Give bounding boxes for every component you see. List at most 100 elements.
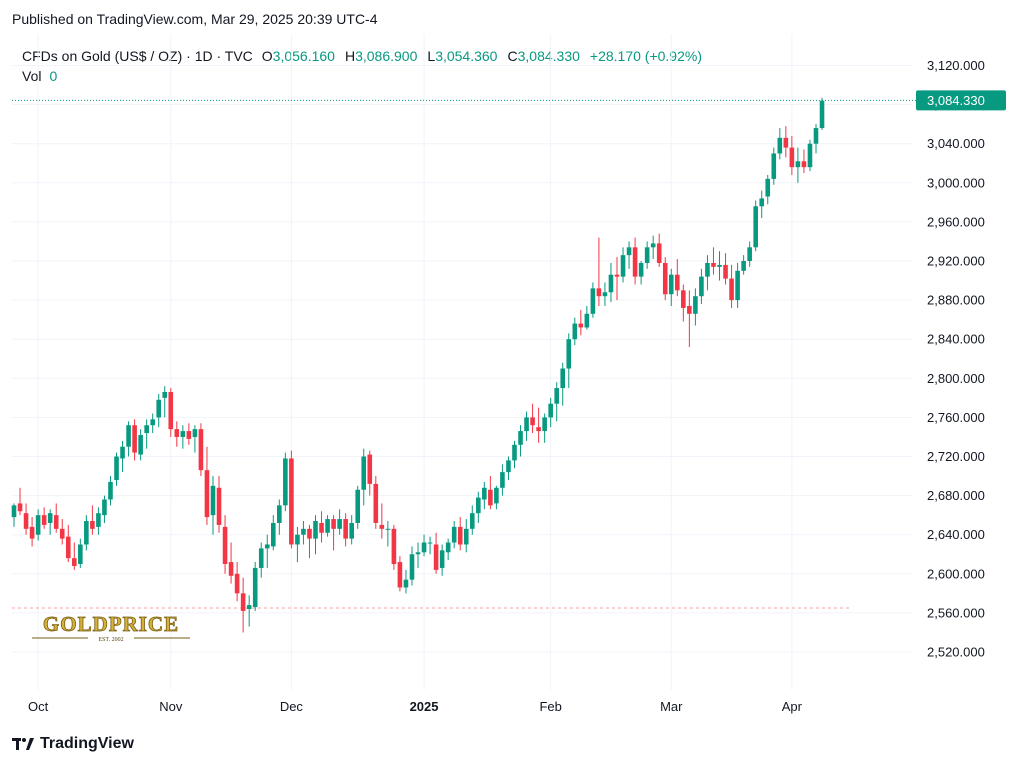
candle-body	[494, 487, 499, 504]
x-tick-label: 2025	[410, 699, 439, 714]
candle-body	[373, 483, 379, 523]
candle-body	[156, 399, 162, 418]
candle-body	[307, 528, 312, 539]
candle-body	[234, 573, 240, 594]
candle-body	[741, 261, 746, 271]
symbol-label[interactable]: CFDs on Gold (US$ / OZ) · 1D · TVC	[22, 48, 253, 64]
candle-body	[258, 548, 264, 568]
goldprice-logo: GOLDPRICE EST. 2002	[32, 612, 190, 643]
candle-body	[476, 497, 481, 514]
candle-body	[566, 339, 572, 369]
candle-body	[632, 247, 638, 277]
goldprice-logo-text: GOLDPRICE	[43, 612, 179, 636]
candle-body	[723, 264, 728, 279]
high-label: H	[344, 48, 356, 64]
candle-body	[783, 137, 789, 148]
candle-body	[162, 391, 168, 398]
candle-body	[295, 534, 300, 545]
candle-body	[608, 274, 614, 293]
close-value: 3,084.330	[517, 48, 580, 64]
candle-body	[120, 446, 125, 459]
candle-body	[530, 417, 535, 426]
y-tick-label: 2,880.000	[927, 293, 985, 308]
candle-body	[638, 262, 644, 277]
candle-body	[512, 444, 517, 461]
candle-body	[216, 487, 222, 525]
candle-body	[488, 489, 493, 506]
candle-body	[90, 521, 95, 529]
candle-body	[283, 458, 288, 506]
published-info: Published on TradingView.com, Mar 29, 20…	[12, 11, 378, 27]
candle-body	[457, 526, 463, 545]
x-tick-label: Mar	[660, 699, 683, 714]
candle-body	[578, 323, 584, 328]
last-price-tag-bg	[916, 90, 1006, 111]
candle-body	[379, 524, 385, 529]
x-tick-label: Dec	[280, 699, 304, 714]
candle-body	[572, 323, 578, 340]
candle-body	[355, 489, 361, 523]
candle-body	[536, 427, 541, 432]
y-tick-label: 2,800.000	[927, 371, 985, 386]
candle-body	[289, 458, 294, 545]
candle-body	[801, 161, 807, 168]
candle-body	[337, 519, 342, 529]
candle-body	[500, 472, 505, 488]
candle-body	[421, 542, 427, 553]
x-tick-label: Apr	[782, 699, 803, 714]
candle-body	[240, 593, 246, 611]
candle-body	[102, 499, 107, 516]
candle-body	[668, 274, 674, 295]
y-tick-label: 3,040.000	[927, 136, 985, 151]
candle-body	[656, 243, 662, 263]
candle-body	[65, 536, 71, 559]
y-tick-label: 2,680.000	[927, 488, 985, 503]
candle-body	[72, 558, 77, 566]
tradingview-brand: TradingView	[40, 735, 134, 752]
candle-body	[385, 528, 391, 530]
candle-body	[614, 274, 620, 277]
x-tick-label: Nov	[159, 699, 183, 714]
candle-body	[644, 247, 650, 263]
candle-body	[777, 137, 783, 154]
y-tick-label: 2,840.000	[927, 332, 985, 347]
candle-body	[759, 198, 765, 207]
candle-body	[210, 485, 216, 516]
y-tick-label: 2,520.000	[927, 645, 985, 660]
y-tick-label: 2,640.000	[927, 527, 985, 542]
candle-body	[313, 521, 318, 539]
candle-body	[343, 519, 348, 539]
volume-value: 0	[49, 68, 58, 84]
x-tick-label: Feb	[539, 699, 561, 714]
candle-body	[620, 255, 626, 277]
candle-body	[391, 528, 397, 565]
close-label: C	[507, 48, 518, 64]
candle-body	[409, 554, 415, 580]
candle-body	[138, 434, 143, 455]
candle-body	[693, 296, 698, 314]
high-value: 3,086.900	[355, 48, 418, 64]
candle-body	[542, 417, 547, 432]
candle-body	[35, 515, 41, 535]
candle-body	[753, 206, 758, 248]
candle-body	[795, 161, 801, 168]
candle-body	[433, 544, 439, 570]
ohlc-row: CFDs on Gold (US$ / OZ) · 1D · TVC O 3,0…	[22, 46, 712, 66]
candle-body	[602, 292, 608, 297]
candle-body	[650, 243, 656, 248]
tradingview-footer[interactable]: TradingView	[12, 735, 134, 753]
open-label: O	[261, 48, 273, 64]
candle-body	[711, 262, 716, 267]
candle-body	[729, 278, 734, 301]
candle-body	[132, 425, 137, 453]
candle-body	[560, 368, 566, 389]
volume-row: Vol 0	[22, 66, 712, 86]
candle-body	[747, 247, 752, 261]
candle-body	[301, 528, 306, 535]
candle-body	[789, 147, 795, 168]
candle-body	[705, 262, 710, 277]
candle-body	[47, 513, 53, 523]
candle-body	[192, 429, 198, 437]
candle-body	[114, 456, 119, 480]
